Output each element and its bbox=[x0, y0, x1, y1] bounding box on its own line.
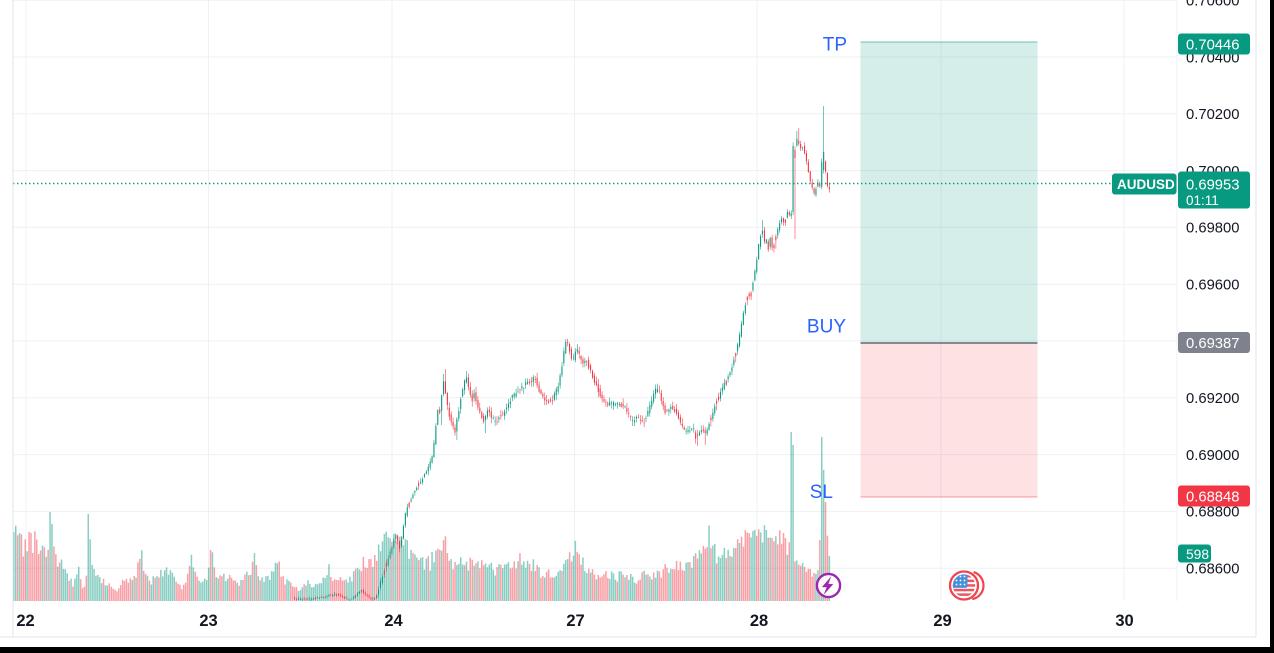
svg-text:0.69000: 0.69000 bbox=[1186, 448, 1240, 464]
svg-text:0.68800: 0.68800 bbox=[1186, 505, 1240, 521]
svg-text:29: 29 bbox=[933, 612, 951, 630]
svg-text:30: 30 bbox=[1115, 612, 1133, 630]
svg-text:AUDUSD: AUDUSD bbox=[1117, 177, 1175, 192]
svg-text:01:11: 01:11 bbox=[1186, 193, 1219, 208]
svg-text:SL: SL bbox=[810, 482, 833, 503]
svg-text:28: 28 bbox=[750, 612, 768, 630]
svg-text:BUY: BUY bbox=[807, 317, 846, 338]
svg-text:0.69600: 0.69600 bbox=[1186, 278, 1240, 294]
svg-text:0.70600: 0.70600 bbox=[1186, 0, 1240, 10]
svg-text:0.68848: 0.68848 bbox=[1186, 489, 1240, 505]
svg-text:24: 24 bbox=[384, 612, 403, 630]
svg-text:0.70200: 0.70200 bbox=[1186, 107, 1240, 123]
svg-text:27: 27 bbox=[566, 612, 584, 630]
svg-text:0.69200: 0.69200 bbox=[1186, 391, 1240, 407]
svg-text:23: 23 bbox=[199, 612, 217, 630]
svg-text:0.69800: 0.69800 bbox=[1186, 221, 1240, 237]
svg-text:22: 22 bbox=[16, 612, 34, 630]
svg-text:TP: TP bbox=[823, 35, 847, 56]
svg-text:0.68600: 0.68600 bbox=[1186, 562, 1240, 578]
svg-text:0.69953: 0.69953 bbox=[1186, 177, 1240, 193]
svg-text:0.69387: 0.69387 bbox=[1186, 336, 1240, 352]
svg-text:598: 598 bbox=[1186, 547, 1209, 562]
svg-text:0.70446: 0.70446 bbox=[1186, 37, 1240, 53]
